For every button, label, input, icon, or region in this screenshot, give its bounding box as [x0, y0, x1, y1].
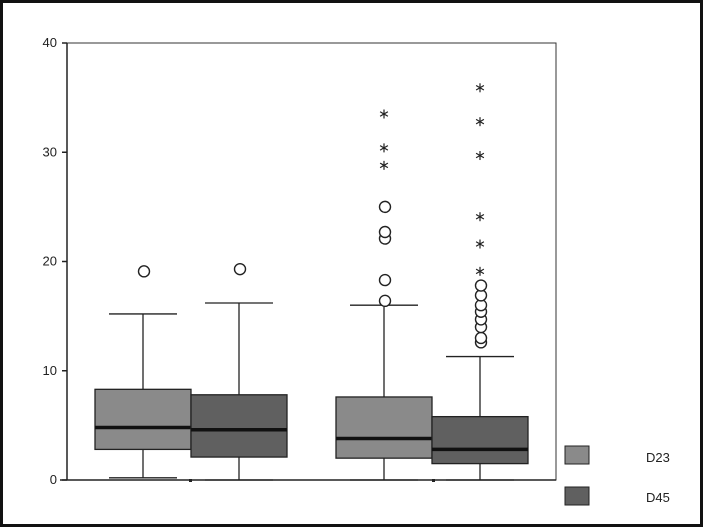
box-body-g2-d45	[431, 415, 529, 465]
outlier-circle-g2-d23-0	[378, 294, 392, 308]
y-tick-label-10: 10	[43, 363, 57, 378]
outlier-circle-g2-d23-4	[378, 200, 392, 214]
outlier-circle-g1-d23-0	[137, 265, 151, 278]
outlier-circle-g2-d45-1	[474, 331, 488, 345]
outlier-circle-g2-d23-1	[378, 273, 392, 287]
y-axis: 0 10 20 30 40	[43, 35, 68, 487]
outlier-star-g2-d45-3	[475, 151, 485, 161]
y-tick-label-0: 0	[50, 472, 57, 487]
legend: D23 D45	[564, 445, 670, 506]
box-body-g2-d23	[335, 396, 433, 459]
outlier-star-g2-d45-0	[475, 266, 485, 276]
legend-label-d23: D23	[646, 450, 670, 465]
x-tick-mark-2	[432, 479, 435, 482]
x-tick-mark-1	[189, 479, 192, 482]
box-body-g1-d45	[190, 394, 288, 458]
outlier-star-g2-d45-4	[475, 117, 485, 127]
outlier-star-g2-d23-0	[379, 160, 389, 170]
outlier-star-g2-d23-1	[379, 143, 389, 153]
box-g2-d23	[335, 109, 433, 481]
box-g1-d45	[190, 262, 288, 481]
y-tick-label-30: 30	[43, 144, 57, 159]
outlier-star-g2-d45-2	[475, 212, 485, 222]
y-tick-label-40: 40	[43, 35, 57, 50]
box-g2-d45	[431, 83, 529, 481]
outlier-circle-g2-d23-3	[378, 225, 392, 239]
outlier-star-g2-d23-2	[379, 109, 389, 119]
box-body-g1-d23	[94, 388, 192, 451]
outlier-circle-g2-d45-7	[474, 279, 488, 292]
y-tick-label-20: 20	[43, 254, 57, 269]
boxes	[94, 83, 529, 481]
outlier-circle-g1-d45-0	[233, 262, 247, 276]
box-g1-d23	[94, 265, 192, 479]
legend-label-d45: D45	[646, 490, 670, 505]
legend-swatch-d23	[564, 445, 590, 465]
legend-swatch-d45	[564, 486, 590, 506]
outlier-star-g2-d45-5	[475, 83, 485, 93]
outlier-star-g2-d45-1	[475, 239, 485, 249]
